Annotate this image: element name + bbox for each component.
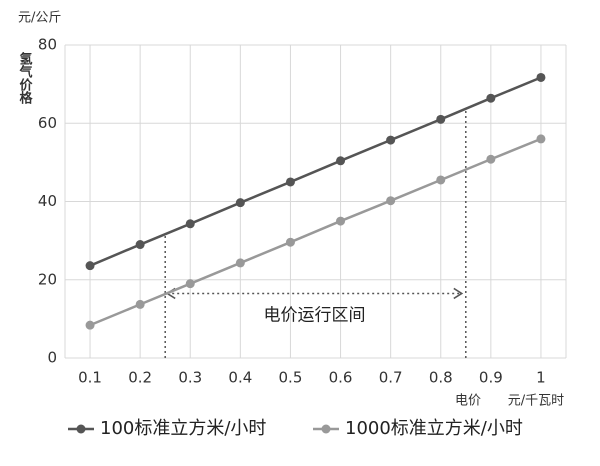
- data-point: [336, 216, 346, 226]
- y-tick-label: 40: [38, 192, 57, 210]
- data-point: [185, 279, 195, 289]
- x-tick-label: 0.6: [329, 369, 353, 387]
- y-axis-label: 氢气价格: [17, 51, 33, 105]
- x-tick-label: 0.7: [379, 369, 403, 387]
- data-point: [85, 261, 95, 271]
- interval-label: 电价运行区间: [264, 305, 366, 325]
- data-point: [536, 72, 546, 82]
- y-axis-unit: 元/公斤: [18, 11, 61, 26]
- data-point: [386, 196, 396, 206]
- data-point: [536, 134, 546, 144]
- x-tick-label: 0.8: [429, 369, 453, 387]
- data-point: [486, 93, 496, 103]
- x-tick-label: 0.3: [178, 369, 202, 387]
- x-axis-label: 电价: [455, 394, 481, 409]
- x-tick-label: 0.9: [479, 369, 503, 387]
- data-point: [285, 177, 295, 187]
- x-axis-unit: 元/千瓦时: [508, 394, 564, 409]
- x-tick-label: 0.2: [128, 369, 152, 387]
- x-tick-label: 0.1: [78, 369, 102, 387]
- arrow-head: [453, 287, 464, 300]
- x-tick-label: 0.4: [228, 369, 252, 387]
- series-line: [89, 137, 542, 327]
- legend-marker: [321, 424, 331, 434]
- data-point: [285, 237, 295, 247]
- legend-marker: [76, 424, 86, 434]
- data-point: [135, 299, 145, 309]
- data-point: [436, 175, 446, 185]
- data-point: [135, 240, 145, 250]
- data-point: [185, 219, 195, 229]
- data-point: [386, 135, 396, 145]
- series-line: [89, 76, 542, 267]
- data-point: [486, 154, 496, 164]
- y-tick-label: 60: [38, 114, 57, 132]
- y-tick-label: 0: [47, 349, 57, 367]
- legend-label: 1000标准立方米/小时: [345, 418, 523, 439]
- legend-label: 100标准立方米/小时: [100, 418, 266, 439]
- data-point: [436, 114, 446, 124]
- data-point: [235, 258, 245, 268]
- data-point: [85, 320, 95, 330]
- x-tick-label: 0.5: [279, 369, 303, 387]
- y-tick-label: 20: [38, 270, 57, 288]
- data-point: [336, 156, 346, 166]
- y-tick-label: 80: [38, 36, 57, 54]
- x-tick-label: 1: [536, 369, 546, 387]
- data-point: [235, 198, 245, 208]
